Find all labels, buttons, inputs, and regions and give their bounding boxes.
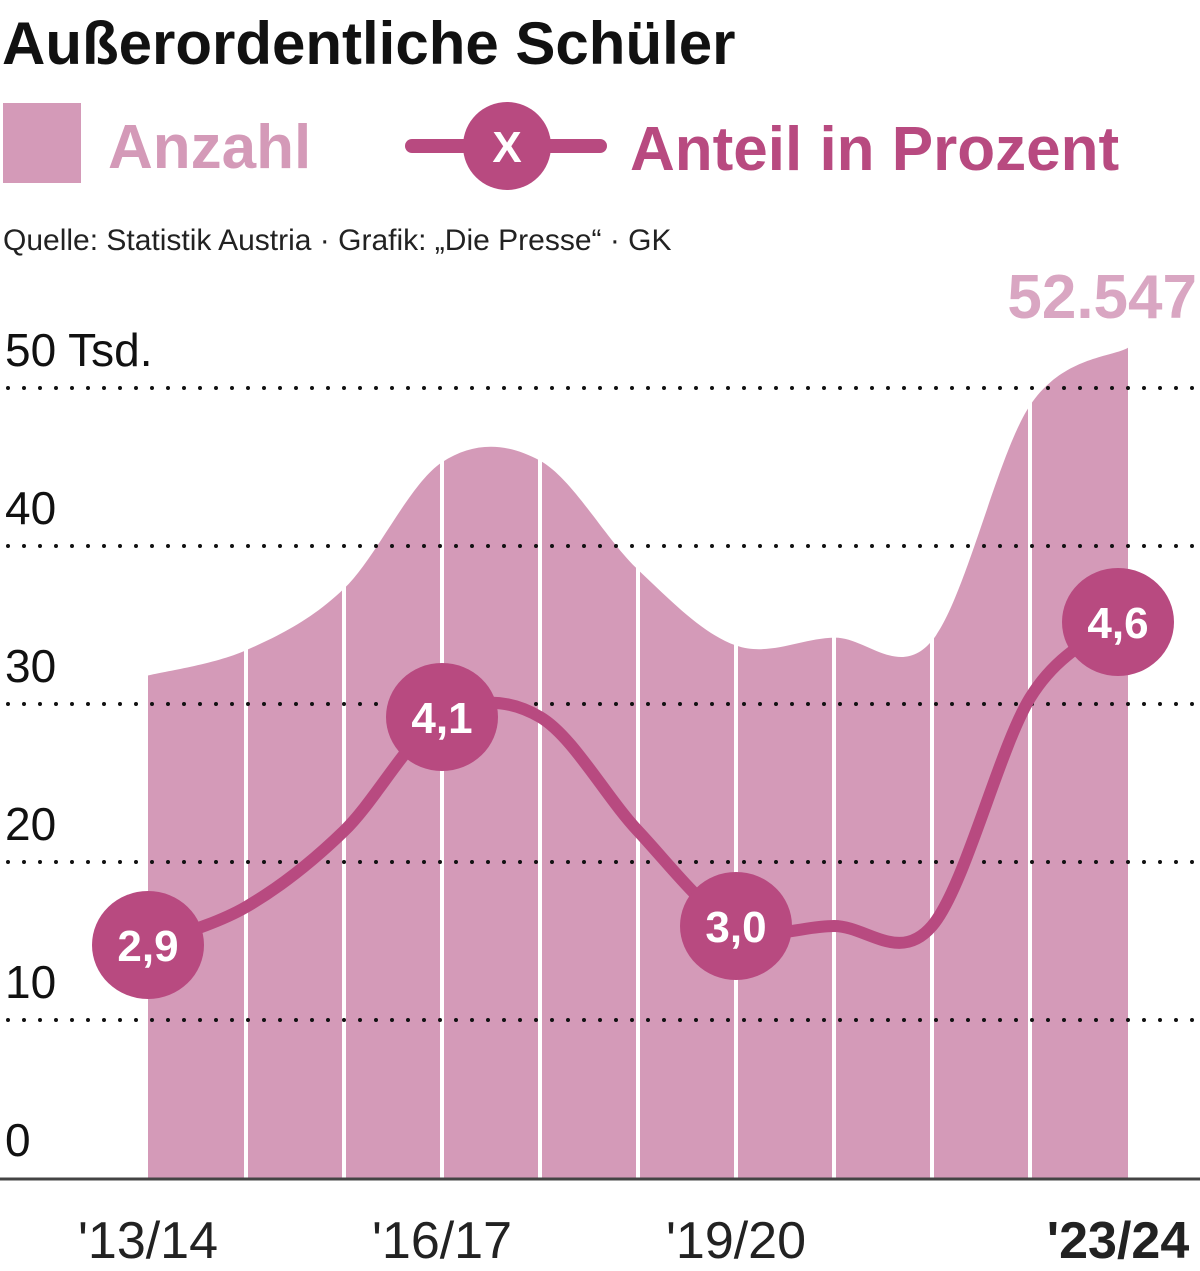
y-tick-label: 20 <box>5 798 56 850</box>
point-marker-13/14 <box>92 891 204 999</box>
legend-anzahl-swatch <box>3 103 81 183</box>
x-tick-label: '16/17 <box>372 1212 512 1270</box>
y-tick-label: 40 <box>5 482 56 534</box>
legend-circle-marker <box>463 102 551 190</box>
point-label: 2,9 <box>117 922 178 971</box>
legend-anteil-label: Anteil in Prozent <box>630 115 1119 184</box>
point-marker-19/20 <box>680 872 792 980</box>
point-marker-23/24 <box>1062 568 1174 676</box>
x-tick-label: '19/20 <box>666 1212 806 1270</box>
point-marker-16/17 <box>386 663 498 771</box>
line-anteil <box>142 616 1124 951</box>
chart-title: Außerordentliche Schüler <box>2 10 735 77</box>
y-tick-label: 50 Tsd. <box>5 324 152 376</box>
point-label: 4,1 <box>411 694 472 743</box>
y-tick-label: 0 <box>5 1114 31 1166</box>
legend-marker-text: X <box>492 123 521 172</box>
x-tick-label: '23/24 <box>1047 1212 1190 1270</box>
point-label: 3,0 <box>705 903 766 952</box>
x-tick-label: '13/14 <box>78 1212 218 1270</box>
legend-anzahl-label: Anzahl <box>108 113 311 182</box>
legend: Anzahl X Anteil in Prozent <box>3 102 1119 190</box>
total-annotation: 52.547 <box>1007 263 1197 332</box>
source-note: Quelle: Statistik Austria · Grafik: „Die… <box>3 224 672 257</box>
point-label: 4,6 <box>1087 599 1148 648</box>
y-tick-label: 30 <box>5 640 56 692</box>
y-tick-label: 10 <box>5 956 56 1008</box>
